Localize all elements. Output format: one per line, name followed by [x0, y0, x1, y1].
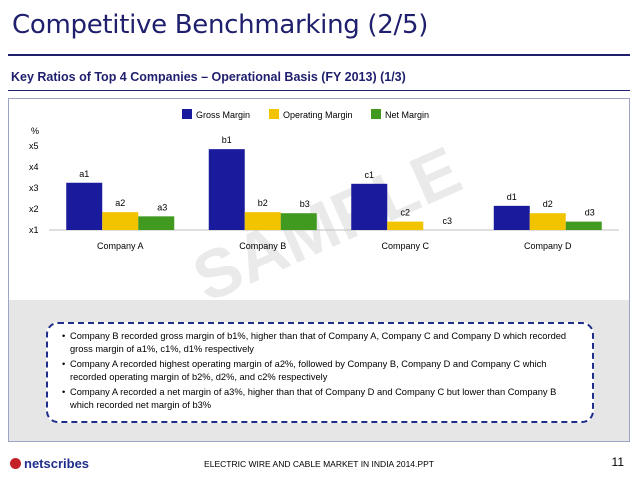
bar — [102, 212, 139, 230]
slide-title: Competitive Benchmarking (2/5) — [12, 10, 429, 40]
chart-container: SAMPLE Gross Margin Operating Margin Net Ma… — [9, 99, 629, 317]
y-tick-label: x1 — [29, 225, 39, 235]
chart-subtitle: Key Ratios of Top 4 Companies – Operatio… — [11, 70, 406, 84]
data-label: a1 — [79, 169, 89, 179]
data-label: d1 — [507, 192, 517, 202]
commentary-box: Company B recorded gross margin of b1%, … — [46, 322, 594, 423]
data-label: c2 — [400, 208, 410, 218]
data-label: b3 — [300, 199, 310, 209]
data-label: c3 — [442, 216, 452, 226]
legend-swatch — [371, 109, 381, 119]
bar — [208, 149, 245, 230]
data-label: a3 — [157, 202, 167, 212]
data-label: b1 — [222, 135, 232, 145]
data-label: b2 — [258, 198, 268, 208]
legend-swatch — [269, 109, 279, 119]
data-label: a2 — [115, 198, 125, 208]
y-axis-unit: % — [31, 126, 39, 136]
company-logo: netscribes — [10, 456, 89, 471]
bar — [529, 213, 566, 230]
x-tick-label: Company D — [524, 241, 572, 251]
data-label: c1 — [364, 170, 374, 180]
y-tick-label: x3 — [29, 183, 39, 193]
x-tick-label: Company C — [381, 241, 429, 251]
y-tick-label: x5 — [29, 141, 39, 151]
legend-label: Net Margin — [385, 110, 429, 120]
y-tick-label: x2 — [29, 204, 39, 214]
title-divider — [8, 54, 630, 56]
commentary-bullet: Company A recorded highest operating mar… — [60, 358, 582, 384]
legend-label: Gross Margin — [196, 110, 250, 120]
y-tick-label: x4 — [29, 162, 39, 172]
legend-swatch — [182, 109, 192, 119]
data-label: d2 — [543, 199, 553, 209]
commentary-bullet: Company A recorded a net margin of a3%, … — [60, 386, 582, 412]
commentary-bullet: Company B recorded gross margin of b1%, … — [60, 330, 582, 356]
x-tick-label: Company B — [239, 241, 286, 251]
bar — [387, 221, 424, 230]
logo-icon — [10, 458, 21, 469]
bar — [565, 221, 602, 230]
page-number: 11 — [611, 455, 624, 469]
footer-caption: ELECTRIC WIRE AND CABLE MARKET IN INDIA … — [204, 459, 434, 469]
bar — [138, 216, 175, 230]
logo-text: netscribes — [24, 456, 90, 471]
bar — [493, 205, 530, 230]
legend-label: Operating Margin — [283, 110, 353, 120]
data-label: d3 — [585, 208, 595, 218]
subtitle-divider — [8, 90, 630, 91]
bar — [66, 182, 103, 230]
bar — [280, 213, 317, 230]
x-tick-label: Company A — [97, 241, 144, 251]
bar — [244, 212, 281, 230]
bar — [351, 183, 388, 230]
